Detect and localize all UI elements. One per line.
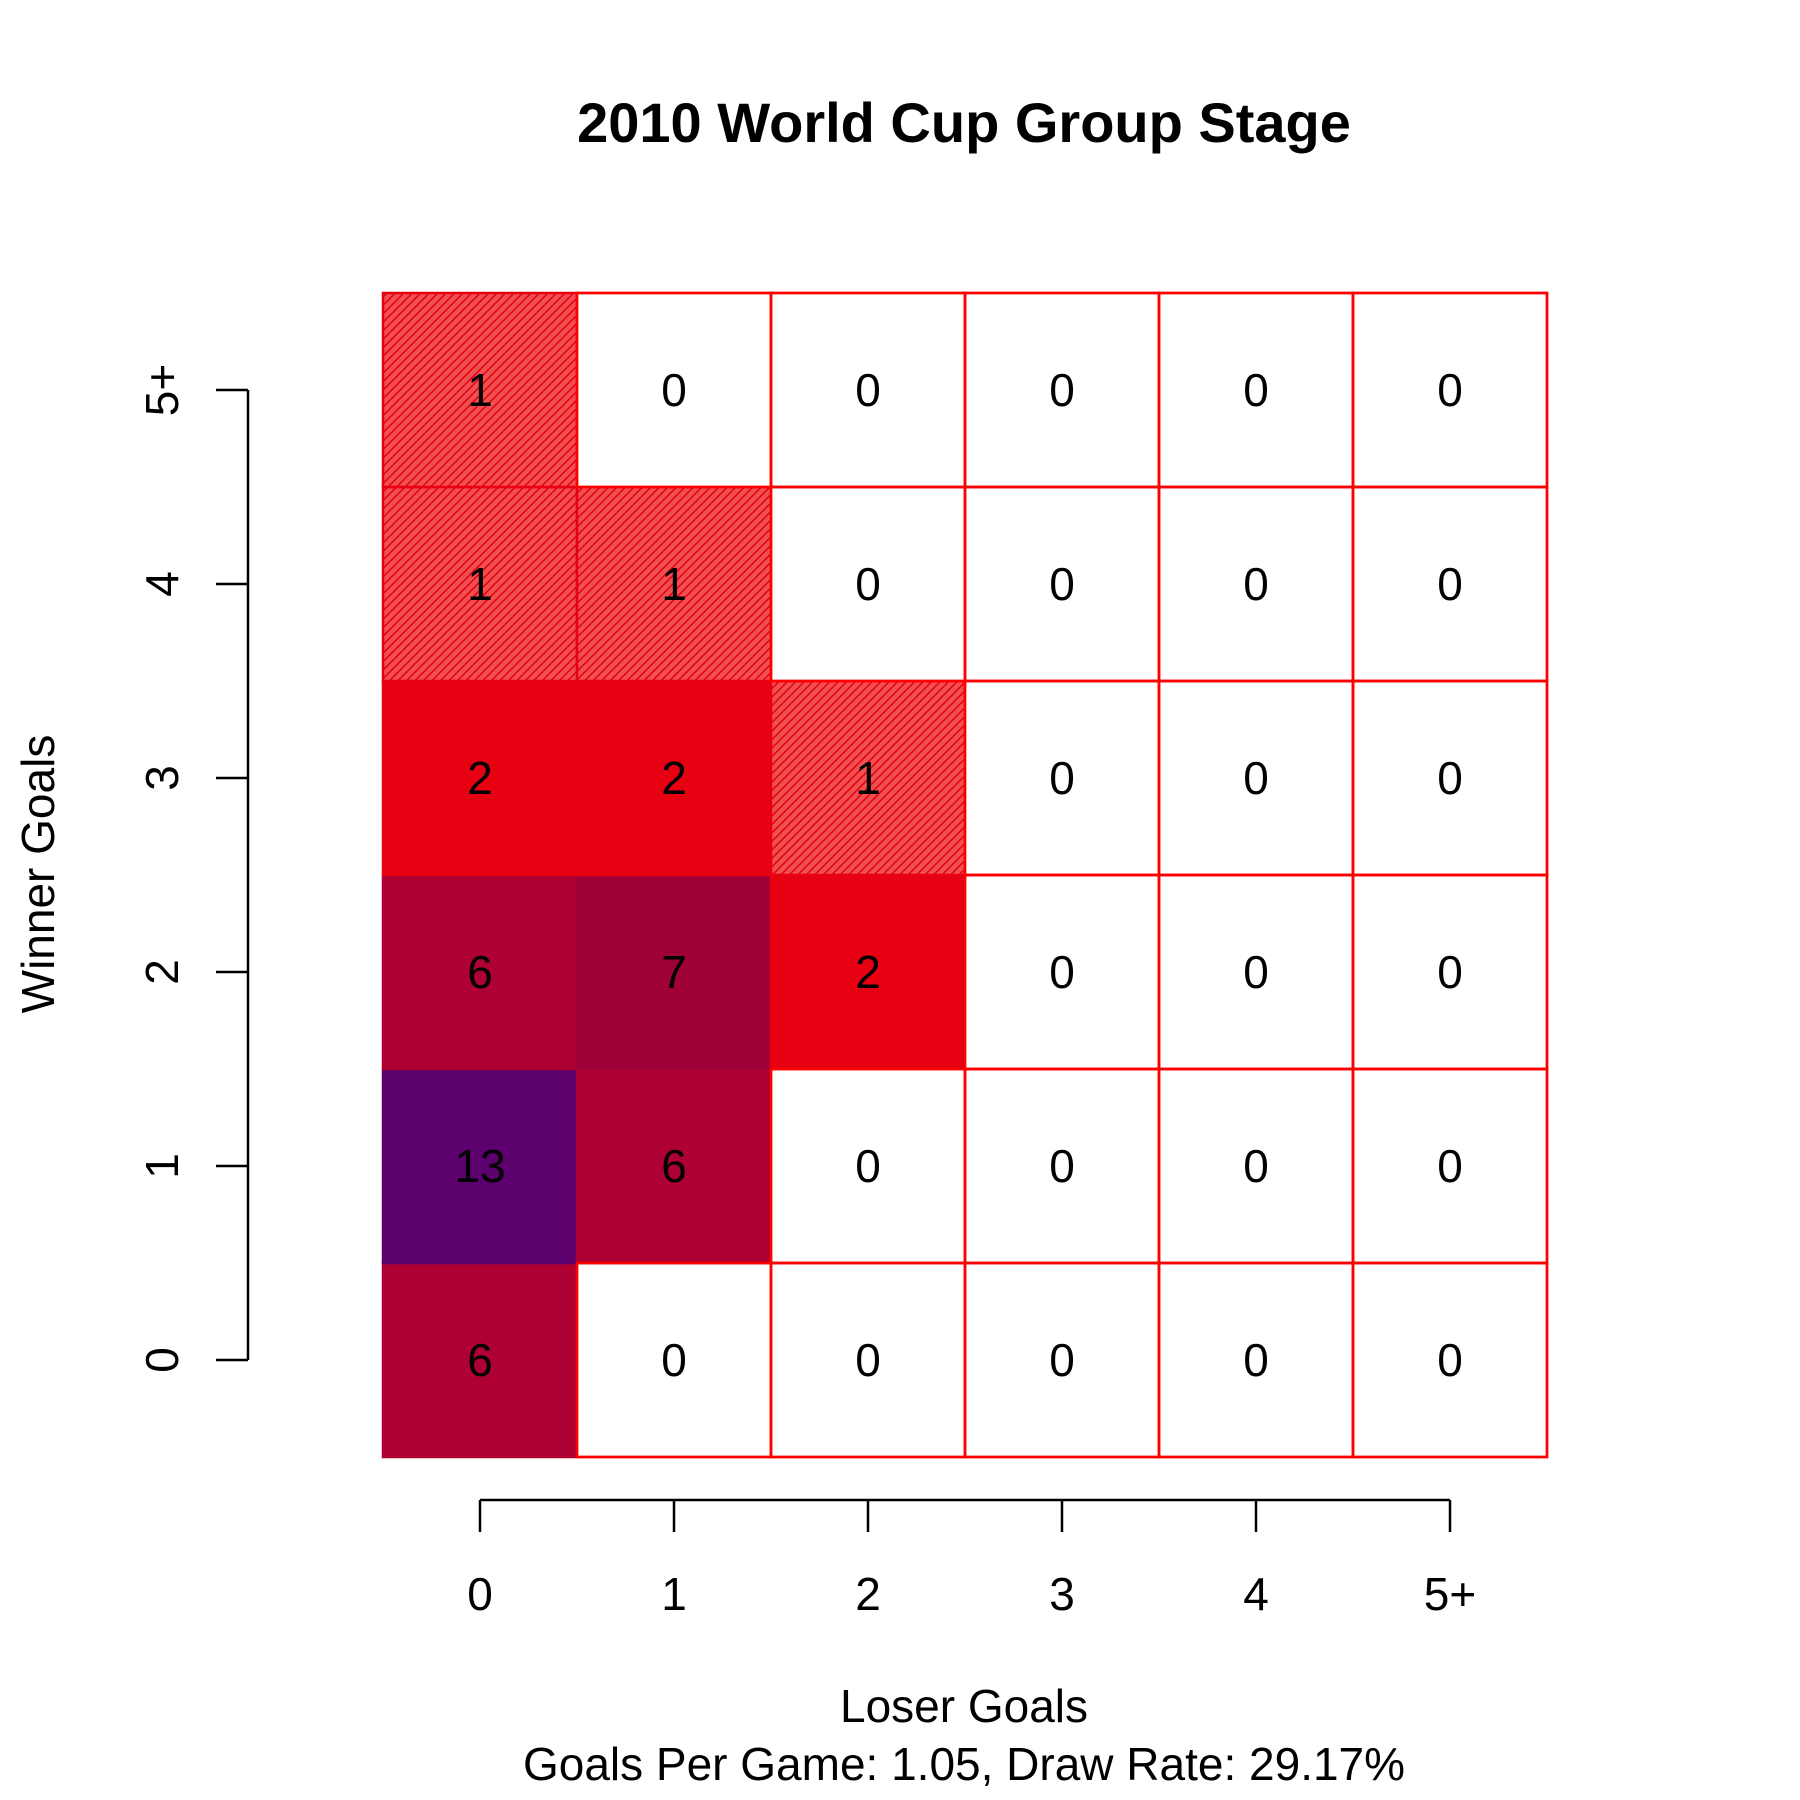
heatmap-cell-w5+-l5+	[1351, 291, 1549, 489]
heatmap-cell-w3-l4	[1157, 679, 1355, 877]
heatmap-cell-w0-l5+	[1351, 1261, 1549, 1459]
cell-value-label: 2	[855, 946, 881, 998]
x-axis: 0 1 2 3 4 5+	[467, 1498, 1476, 1620]
heatmap-cell-w0-l0	[381, 1261, 579, 1459]
cell-value-label: 1	[661, 558, 687, 610]
x-tick-label: 4	[1243, 1568, 1269, 1620]
heatmap-cell-w4-l0	[381, 485, 579, 683]
cell-value-label: 0	[855, 1140, 881, 1192]
cell-value-label: 0	[1437, 1140, 1463, 1192]
cell-value-label: 0	[1049, 558, 1075, 610]
heatmap-cell-w1-l5+	[1351, 1067, 1549, 1265]
heatmap-cells	[381, 291, 1549, 1459]
cell-value-label: 0	[1437, 364, 1463, 416]
heatmap-cell-w1-l3	[963, 1067, 1161, 1265]
cell-value-label: 0	[1437, 752, 1463, 804]
x-tick-label: 3	[1049, 1568, 1075, 1620]
cell-value-label: 6	[661, 1140, 687, 1192]
chart-title: 2010 World Cup Group Stage	[577, 91, 1351, 154]
heatmap-cell-w5+-l0	[381, 291, 579, 489]
cell-value-label: 0	[1243, 558, 1269, 610]
cell-value-label: 0	[661, 364, 687, 416]
heatmap-cell-w1-l0	[381, 1067, 579, 1265]
y-tick-label: 4	[136, 571, 188, 597]
cell-value-label: 1	[467, 558, 493, 610]
cell-value-label: 2	[467, 752, 493, 804]
cell-value-label: 0	[1437, 946, 1463, 998]
heatmap-cell-w4-l2	[769, 485, 967, 683]
cell-value-label: 0	[661, 1334, 687, 1386]
cell-value-label: 0	[1243, 1140, 1269, 1192]
cell-value-label: 1	[855, 752, 881, 804]
x-tick-label: 0	[467, 1568, 493, 1620]
cell-value-label: 0	[1243, 1334, 1269, 1386]
heatmap-cell-w0-l4	[1157, 1261, 1355, 1459]
y-axis: 0 1 2 3 4 5+	[136, 364, 250, 1373]
cell-value-label: 0	[1243, 946, 1269, 998]
heatmap-cell-w4-l3	[963, 485, 1161, 683]
heatmap-cell-w3-l1	[575, 679, 773, 877]
heatmap-cell-w0-l1	[575, 1261, 773, 1459]
y-tick-label: 1	[136, 1153, 188, 1179]
zero-cell-border	[1351, 291, 1549, 489]
heatmap-cell-w2-l0	[381, 873, 579, 1071]
y-tick-label: 0	[136, 1347, 188, 1373]
y-tick-label: 2	[136, 959, 188, 985]
cell-value-label: 0	[855, 1334, 881, 1386]
cell-value-label: 0	[855, 558, 881, 610]
heatmap-cell-w3-l0	[381, 679, 579, 877]
heatmap-cell-w5+-l4	[1157, 291, 1355, 489]
heatmap-cell-w1-l1	[575, 1067, 773, 1265]
cell-value-label: 0	[1049, 946, 1075, 998]
chart-subtitle: Goals Per Game: 1.05, Draw Rate: 29.17%	[523, 1738, 1405, 1790]
x-axis-label: Loser Goals	[840, 1680, 1088, 1732]
cell-value-label: 6	[467, 1334, 493, 1386]
cell-value-label: 0	[1049, 752, 1075, 804]
cell-value-label: 0	[855, 364, 881, 416]
cell-value-label: 1	[467, 364, 493, 416]
cell-value-label: 2	[661, 752, 687, 804]
y-tick-label: 5+	[136, 364, 188, 416]
cell-value-label: 13	[454, 1140, 505, 1192]
cell-value-label: 7	[661, 946, 687, 998]
y-tick-label: 3	[136, 765, 188, 791]
cell-value-label: 0	[1049, 364, 1075, 416]
heatmap-cell-w3-l2	[769, 679, 967, 877]
y-axis-label: Winner Goals	[12, 735, 64, 1014]
heatmap-cell-w0-l3	[963, 1261, 1161, 1459]
cell-value-label: 0	[1049, 1140, 1075, 1192]
heatmap-cell-w4-l4	[1157, 485, 1355, 683]
x-tick-label: 1	[661, 1568, 687, 1620]
x-tick-label: 2	[855, 1568, 881, 1620]
cell-value-label: 0	[1243, 752, 1269, 804]
cell-value-label: 0	[1437, 558, 1463, 610]
cell-value-label: 0	[1437, 1334, 1463, 1386]
heatmap-cell-labels: 6 0 0 0 0 0 13 6 0 0 0 0 6 7 2 0 0 0 2 2 1 0 0 0 1 1 0 0 0 0 1 0 0 0 0 0	[454, 364, 1462, 1386]
cell-value-label: 6	[467, 946, 493, 998]
cell-value-label: 0	[1049, 1334, 1075, 1386]
x-tick-label: 5+	[1424, 1568, 1476, 1620]
cell-value-label: 0	[1243, 364, 1269, 416]
